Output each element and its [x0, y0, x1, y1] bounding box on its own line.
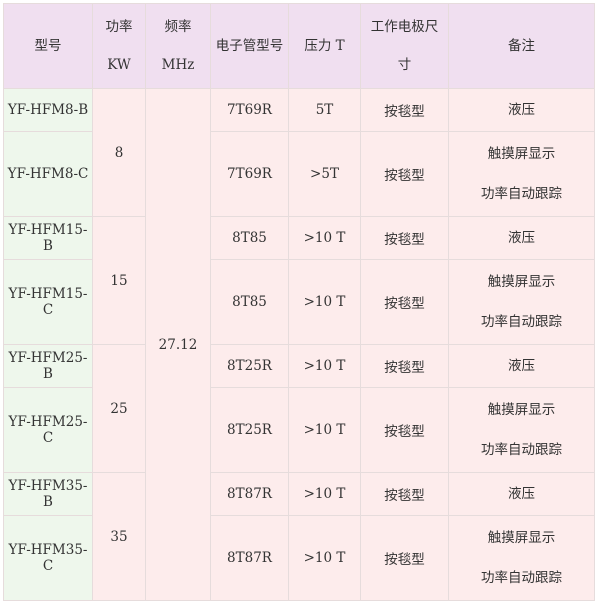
- tube-cell: 8T25R: [210, 387, 289, 473]
- model-cell: YF-HFM35-C: [3, 515, 93, 601]
- table-row: YF-HFM15-C 8T85 >10 T 按毯型 触摸屏显示 功率自动跟踪: [3, 259, 595, 345]
- electrode-cell: 按毯型: [360, 387, 449, 473]
- note-line: 触摸屏显示: [487, 402, 556, 418]
- table-row: YF-HFM35-B 35 8T87R >10 T 按毯型 液压: [3, 472, 595, 601]
- frequency-cell: 27.12: [145, 88, 211, 601]
- note-line: 触摸屏显示: [487, 274, 556, 290]
- note-cell: 触摸屏显示功率自动跟踪: [448, 259, 595, 345]
- table-row: YF-HFM8-C 7T69R >5T 按毯型 触摸屏显示 功率自动跟踪: [3, 131, 595, 217]
- pressure-cell: >10 T: [288, 387, 361, 473]
- header-row: 型号 功率 KW 频率 MHz 电子管型号 压力 T 工作电极尺寸 备注: [3, 3, 595, 89]
- power-cell: 15: [92, 216, 146, 345]
- model-cell: YF-HFM25-B: [3, 344, 93, 388]
- pressure-cell: >10 T: [288, 216, 361, 260]
- header-frequency: 频率 MHz: [145, 3, 211, 89]
- power-cell: 8: [92, 88, 146, 217]
- pressure-cell: 5T: [288, 88, 361, 132]
- table-row: YF-HFM25-B 25 8T25R >10 T 按毯型 液压: [3, 344, 595, 473]
- model-cell: YF-HFM25-C: [3, 387, 93, 473]
- pressure-cell: >10 T: [288, 515, 361, 601]
- tube-cell: 8T85: [210, 259, 289, 345]
- note-line: 触摸屏显示: [487, 146, 556, 162]
- tube-cell: 8T25R: [210, 344, 289, 388]
- note-cell: 液压: [448, 88, 595, 132]
- power-cell: 35: [92, 472, 146, 601]
- note-line: 功率自动跟踪: [481, 186, 562, 202]
- spec-table: 型号 功率 KW 频率 MHz 电子管型号 压力 T 工作电极尺寸 备注 YF-HF…: [3, 3, 595, 601]
- note-line: 液压: [508, 230, 535, 246]
- electrode-cell: 按毯型: [360, 216, 449, 260]
- header-power: 功率 KW: [92, 3, 146, 89]
- tube-cell: 8T87R: [210, 472, 289, 516]
- electrode-cell: 按毯型: [360, 344, 449, 388]
- header-note: 备注: [448, 3, 595, 89]
- note-cell: 触摸屏显示功率自动跟踪: [448, 387, 595, 473]
- tube-cell: 7T69R: [210, 88, 289, 132]
- table-row: YF-HFM8-B 8 27.12 7T69R 5T 按毯型 液压: [3, 88, 595, 601]
- electrode-cell: 按毯型: [360, 88, 449, 132]
- electrode-cell: 按毯型: [360, 131, 449, 217]
- note-line: 液压: [508, 358, 535, 374]
- note-cell: 液压: [448, 216, 595, 260]
- note-line: 触摸屏显示: [487, 530, 556, 546]
- header-pressure: 压力 T: [288, 3, 361, 89]
- electrode-cell: 按毯型: [360, 515, 449, 601]
- tube-cell: 8T85: [210, 216, 289, 260]
- note-cell: 液压: [448, 472, 595, 516]
- table-row: YF-HFM15-B 15 8T85 >10 T 按毯型 液压: [3, 216, 595, 345]
- note-line: 功率自动跟踪: [481, 314, 562, 330]
- note-cell: 液压: [448, 344, 595, 388]
- tube-cell: 8T87R: [210, 515, 289, 601]
- model-cell: YF-HFM8-C: [3, 131, 93, 217]
- note-line: 功率自动跟踪: [481, 442, 562, 458]
- pressure-cell: >10 T: [288, 259, 361, 345]
- note-line: 液压: [508, 102, 535, 118]
- header-electrode: 工作电极尺寸: [360, 3, 449, 89]
- header-model: 型号: [3, 3, 93, 89]
- pressure-cell: >10 T: [288, 344, 361, 388]
- note-cell: 触摸屏显示功率自动跟踪: [448, 131, 595, 217]
- pressure-cell: >5T: [288, 131, 361, 217]
- header-tube: 电子管型号: [210, 3, 289, 89]
- model-cell: YF-HFM8-B: [3, 88, 93, 132]
- note-line: 液压: [508, 486, 535, 502]
- electrode-cell: 按毯型: [360, 472, 449, 516]
- pressure-cell: >10 T: [288, 472, 361, 516]
- note-line: 功率自动跟踪: [481, 570, 562, 586]
- note-cell: 触摸屏显示功率自动跟踪: [448, 515, 595, 601]
- table-row: YF-HFM25-C 8T25R >10 T 按毯型 触摸屏显示 功率自动跟踪: [3, 387, 595, 473]
- power-cell: 25: [92, 344, 146, 473]
- electrode-cell: 按毯型: [360, 259, 449, 345]
- tube-cell: 7T69R: [210, 131, 289, 217]
- model-cell: YF-HFM15-C: [3, 259, 93, 345]
- table-row: YF-HFM35-C 8T87R >10 T 按毯型 触摸屏显示 功率自动跟踪: [3, 515, 595, 601]
- model-cell: YF-HFM35-B: [3, 472, 93, 516]
- model-cell: YF-HFM15-B: [3, 216, 93, 260]
